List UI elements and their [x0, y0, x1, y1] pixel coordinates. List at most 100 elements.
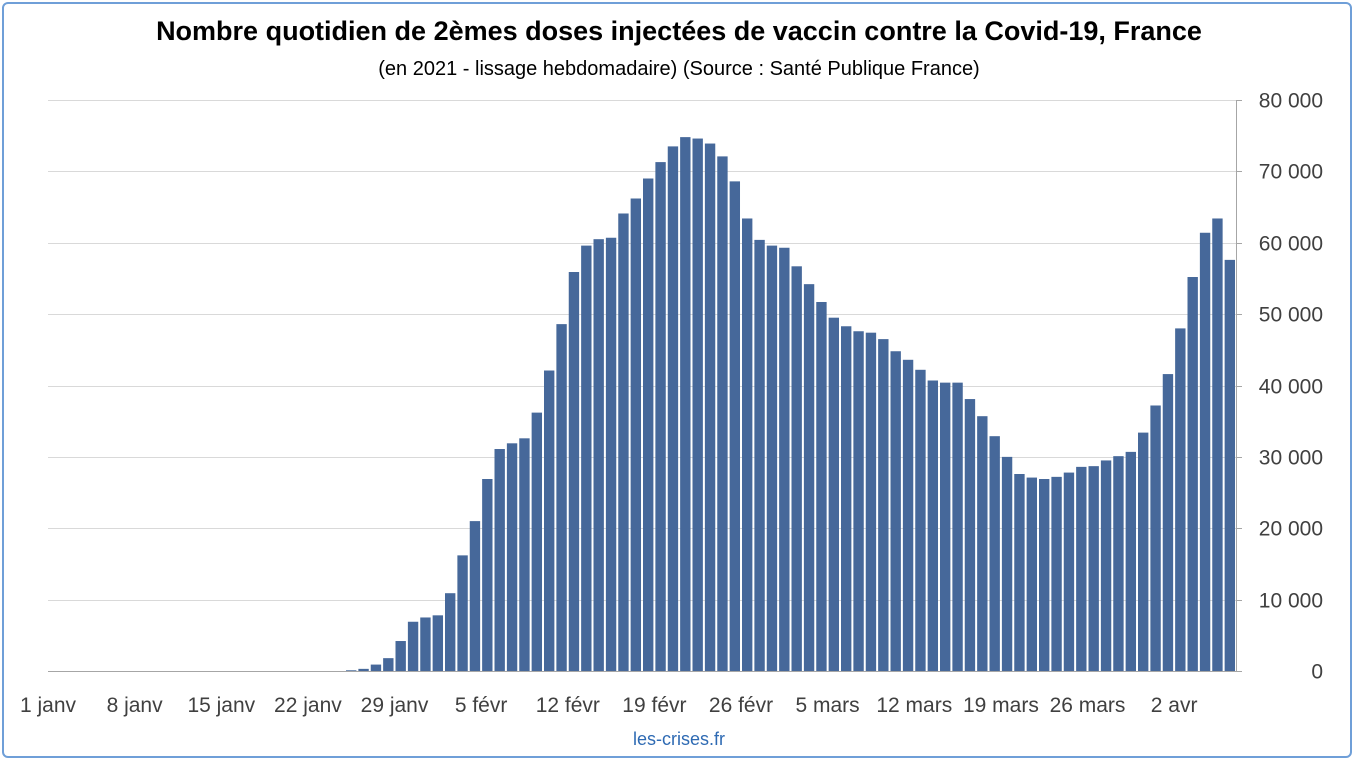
bar: [1076, 466, 1087, 671]
bar: [618, 213, 629, 672]
bar: [927, 380, 939, 671]
bar: [383, 658, 394, 671]
bar: [1150, 405, 1161, 671]
bar: [1113, 456, 1124, 671]
bar: [655, 162, 666, 671]
bar: [544, 370, 555, 671]
bar: [568, 272, 580, 671]
bar: [605, 237, 617, 671]
chart-subtitle: (en 2021 - lissage hebdomadaire) (Source…: [378, 58, 980, 80]
bar: [717, 156, 728, 671]
bar: [878, 339, 889, 671]
bar: [420, 617, 431, 671]
bar: [754, 239, 765, 671]
bar: [902, 359, 914, 671]
bar: [667, 146, 679, 671]
bar: [494, 449, 505, 671]
bar: [346, 670, 357, 671]
bar: [1199, 232, 1211, 671]
y-tick-label: 10 000: [1259, 590, 1323, 613]
x-tick-label: 26 mars: [1050, 694, 1126, 717]
bar: [952, 382, 963, 671]
bar: [1162, 374, 1174, 671]
bar: [1224, 259, 1236, 671]
bar: [643, 178, 654, 671]
bar: [1088, 466, 1099, 671]
bar: [531, 412, 543, 671]
bar: [1051, 476, 1062, 671]
x-tick-label: 8 janv: [107, 694, 164, 717]
bar: [828, 317, 840, 671]
bar: [469, 521, 481, 671]
bar: [370, 664, 382, 671]
bar: [977, 416, 988, 671]
bar: [779, 247, 790, 671]
bar: [432, 615, 444, 671]
bar: [506, 443, 518, 671]
bar: [890, 351, 901, 671]
y-tick-labels: 0 10 000 20 000 30 000 40 000 50 000 60 000 70 …: [1259, 90, 1323, 684]
bar: [556, 324, 567, 671]
gridlines: [48, 100, 1236, 601]
y-tick-label: 70 000: [1259, 161, 1323, 184]
bar: [964, 399, 976, 671]
x-tick-label: 29 janv: [361, 694, 429, 717]
bar: [407, 621, 419, 671]
x-tick-label: 5 mars: [796, 694, 860, 717]
bar: [1039, 479, 1050, 671]
bar: [729, 181, 741, 671]
bar: [482, 479, 493, 671]
bar: [1187, 277, 1198, 671]
bar: [915, 369, 926, 671]
bar: [445, 593, 456, 671]
bar: [766, 245, 778, 672]
y-tick-label: 40 000: [1259, 376, 1323, 399]
bar: [1100, 460, 1112, 671]
bar: [803, 284, 815, 671]
bar: [1175, 328, 1186, 671]
bar: [791, 266, 802, 671]
x-tick-label: 12 févr: [536, 694, 600, 717]
bar: [989, 436, 1000, 671]
bar: [742, 218, 753, 672]
y-tick-label: 0: [1311, 661, 1323, 684]
bar: [816, 301, 827, 671]
bar: [1014, 474, 1025, 671]
bar: [1212, 218, 1223, 672]
bar: [593, 239, 604, 671]
x-tick-label: 26 févr: [709, 694, 773, 717]
bar: [692, 138, 703, 672]
x-tick-label: 19 févr: [622, 694, 686, 717]
bar: [358, 668, 369, 671]
bar: [581, 245, 592, 672]
bar: [1063, 472, 1075, 671]
y-tick-label: 60 000: [1259, 233, 1323, 256]
x-tick-label: 1 janv: [20, 694, 77, 717]
bar: [519, 438, 530, 671]
bar: [841, 326, 852, 671]
bar: [853, 331, 864, 671]
bar: [680, 137, 691, 671]
x-tick-label: 22 janv: [274, 694, 342, 717]
x-tick-label: 12 mars: [876, 694, 952, 717]
x-tick-labels: 1 janv 8 janv 15 janv 22 janv 29 janv 5 févr 1…: [20, 694, 1197, 717]
x-tick-label: 2 avr: [1151, 694, 1198, 717]
x-tick-label: 5 févr: [455, 694, 508, 717]
bar: [457, 555, 468, 671]
bar: [1138, 432, 1149, 671]
y-tick-label: 50 000: [1259, 304, 1323, 327]
bar: [1125, 451, 1137, 671]
x-tick-label: 19 mars: [963, 694, 1039, 717]
bar: [395, 641, 406, 671]
bar: [704, 143, 716, 672]
y-tick-label: 80 000: [1259, 90, 1323, 113]
bars: [346, 137, 1236, 672]
y-tick-label: 20 000: [1259, 518, 1323, 541]
chart-title: Nombre quotidien de 2èmes doses injectée…: [156, 16, 1202, 46]
bar: [865, 332, 877, 671]
bar: [1001, 456, 1013, 672]
source-credit: les-crises.fr: [632, 729, 725, 749]
x-tick-label: 15 janv: [187, 694, 255, 717]
